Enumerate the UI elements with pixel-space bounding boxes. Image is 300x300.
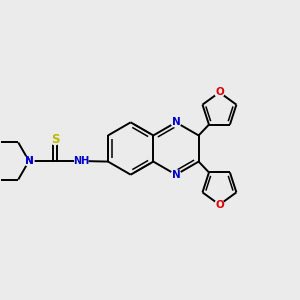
Circle shape: [215, 88, 224, 97]
Text: NH: NH: [73, 156, 89, 166]
Text: O: O: [215, 200, 224, 210]
Text: N: N: [172, 170, 180, 180]
Circle shape: [50, 134, 60, 145]
Text: O: O: [215, 87, 224, 97]
Text: N: N: [25, 156, 33, 166]
Circle shape: [24, 156, 34, 166]
Text: N: N: [172, 117, 180, 128]
Circle shape: [24, 156, 34, 166]
Circle shape: [75, 154, 88, 167]
Circle shape: [215, 200, 224, 209]
Text: S: S: [51, 133, 59, 146]
Circle shape: [171, 170, 181, 179]
Circle shape: [171, 118, 181, 127]
Text: N: N: [25, 156, 33, 166]
